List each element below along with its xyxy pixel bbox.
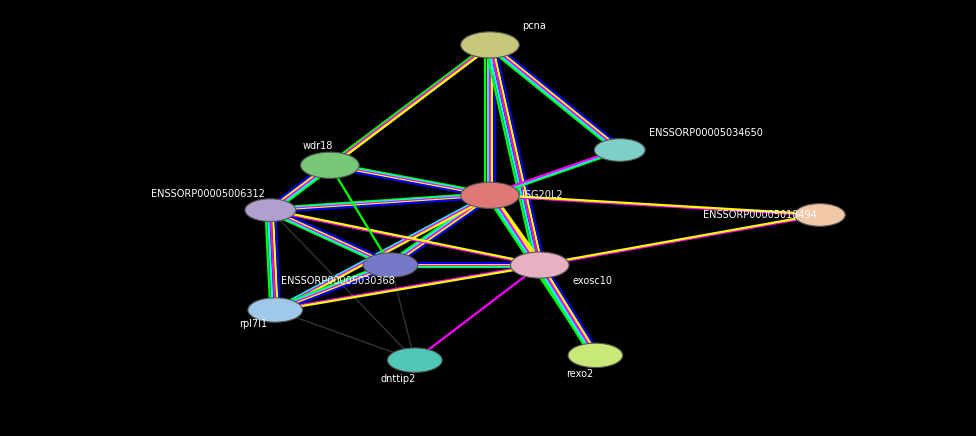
Circle shape <box>594 139 645 161</box>
Circle shape <box>301 152 359 178</box>
Circle shape <box>568 343 623 368</box>
Text: ENSSORP00005018494: ENSSORP00005018494 <box>703 210 817 220</box>
Text: rexo2: rexo2 <box>566 369 593 378</box>
Text: ENSSORP00005006312: ENSSORP00005006312 <box>151 189 265 199</box>
Circle shape <box>794 204 845 226</box>
Circle shape <box>510 252 569 278</box>
Circle shape <box>245 199 296 221</box>
Text: wdr18: wdr18 <box>303 141 333 151</box>
Text: rpl7l1: rpl7l1 <box>239 319 267 328</box>
Circle shape <box>461 182 519 208</box>
Text: pcna: pcna <box>522 21 546 31</box>
Text: ENSSORP00005030368: ENSSORP00005030368 <box>281 276 395 286</box>
Circle shape <box>387 348 442 372</box>
Text: ENSSORP00005034650: ENSSORP00005034650 <box>649 128 763 138</box>
Circle shape <box>363 253 418 277</box>
Circle shape <box>461 32 519 58</box>
Circle shape <box>248 298 303 322</box>
Text: ISG20L2: ISG20L2 <box>522 191 563 200</box>
Text: exosc10: exosc10 <box>573 276 613 286</box>
Text: dnttip2: dnttip2 <box>381 375 416 384</box>
